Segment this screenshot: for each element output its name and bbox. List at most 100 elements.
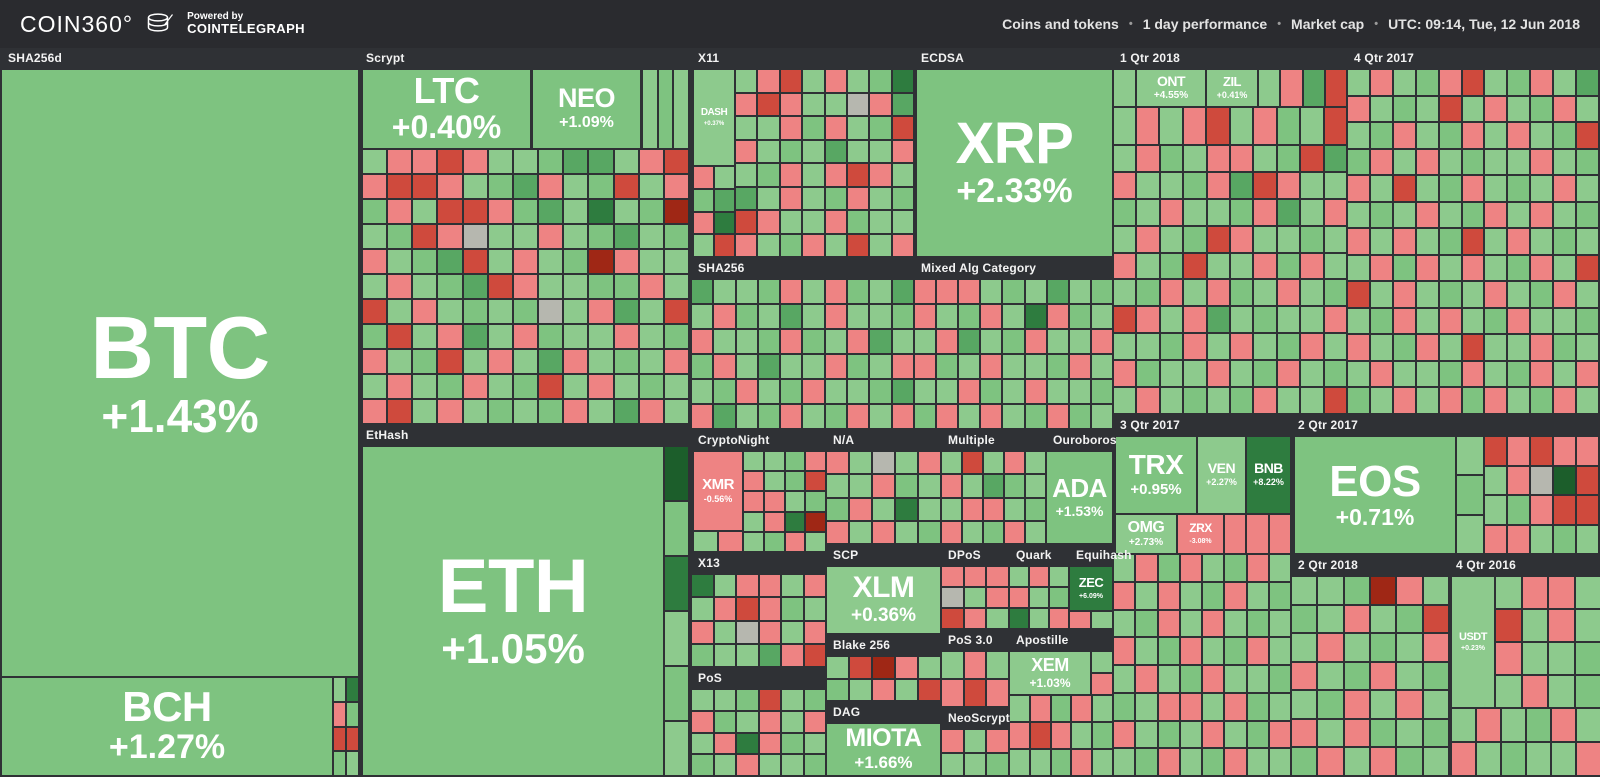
mosaic-tile[interactable] <box>1416 123 1438 148</box>
mosaic-tile[interactable] <box>1416 149 1438 175</box>
mosaic-tile[interactable] <box>759 621 780 643</box>
coin-tile-xem[interactable]: XEM +1.03% <box>1010 652 1090 694</box>
mosaic-tile[interactable] <box>1554 496 1575 524</box>
mosaic-tile[interactable] <box>1269 721 1290 748</box>
mosaic-tile[interactable] <box>614 350 638 373</box>
mosaic-tile[interactable] <box>1393 335 1415 360</box>
mosaic-tile[interactable] <box>1203 721 1224 748</box>
mosaic-tile[interactable] <box>1462 255 1484 281</box>
mosaic-tile[interactable] <box>1030 723 1050 748</box>
mosaic-tile[interactable] <box>987 680 1008 706</box>
mosaic-tile[interactable] <box>870 280 891 303</box>
mosaic-tile[interactable] <box>1114 70 1135 106</box>
mosaic-tile[interactable] <box>1344 634 1369 661</box>
mosaic-tile[interactable] <box>1577 388 1598 413</box>
mosaic-tile[interactable] <box>1522 577 1547 608</box>
mosaic-tile[interactable] <box>804 711 825 732</box>
mosaic-tile[interactable] <box>1508 282 1530 307</box>
mosaic-tile[interactable] <box>1277 226 1300 252</box>
mosaic-tile[interactable] <box>1003 305 1024 328</box>
mosaic-tile[interactable] <box>614 375 638 398</box>
mosaic-tile[interactable] <box>1318 691 1343 718</box>
mosaic-tile[interactable] <box>981 405 1002 428</box>
mosaic-tile[interactable] <box>1301 334 1323 360</box>
mosaic-tile[interactable] <box>1158 610 1179 637</box>
mosaic-tile[interactable] <box>1160 280 1183 306</box>
mosaic-tile[interactable] <box>1462 308 1484 334</box>
mosaic-tile[interactable] <box>639 300 663 323</box>
mosaic-tile[interactable] <box>1184 253 1206 279</box>
mosaic-tile[interactable] <box>438 300 462 323</box>
mosaic-tile[interactable] <box>1348 202 1369 228</box>
mosaic-tile[interactable] <box>1549 577 1574 608</box>
mosaic-tile[interactable] <box>759 690 780 710</box>
mosaic-tile[interactable] <box>643 70 657 148</box>
mosaic-tile[interactable] <box>825 380 847 403</box>
mosaic-tile[interactable] <box>1207 146 1229 171</box>
mosaic-tile[interactable] <box>825 140 846 162</box>
mosaic-tile[interactable] <box>803 380 824 403</box>
mosaic-tile[interactable] <box>1348 123 1369 148</box>
mosaic-tile[interactable] <box>614 325 638 348</box>
mosaic-tile[interactable] <box>1091 405 1112 428</box>
coin-tile-xrp[interactable]: XRP +2.33% <box>917 70 1112 256</box>
mosaic-tile[interactable] <box>1371 748 1396 775</box>
mosaic-tile[interactable] <box>764 472 784 491</box>
mosaic-tile[interactable] <box>1269 582 1290 609</box>
mosaic-tile[interactable] <box>1439 335 1461 360</box>
mosaic-tile[interactable] <box>737 733 758 754</box>
mosaic-tile[interactable] <box>539 150 563 173</box>
coin-tile-ltc[interactable]: LTC +0.40% <box>363 70 530 148</box>
mosaic-tile[interactable] <box>463 150 487 173</box>
mosaic-tile[interactable] <box>736 305 757 328</box>
mosaic-tile[interactable] <box>664 375 688 398</box>
mosaic-tile[interactable] <box>1371 634 1396 661</box>
mosaic-tile[interactable] <box>892 164 913 186</box>
mosaic-tile[interactable] <box>694 212 713 234</box>
mosaic-tile[interactable] <box>539 350 563 373</box>
mosaic-tile[interactable] <box>513 225 538 248</box>
mosaic-tile[interactable] <box>1158 555 1179 581</box>
mosaic-tile[interactable] <box>847 234 869 256</box>
mosaic-tile[interactable] <box>1397 605 1422 633</box>
mosaic-tile[interactable] <box>780 117 802 139</box>
mosaic-tile[interactable] <box>896 521 917 543</box>
mosaic-tile[interactable] <box>915 380 936 403</box>
mosaic-tile[interactable] <box>438 250 462 273</box>
mosaic-tile[interactable] <box>1439 96 1461 122</box>
mosaic-tile[interactable] <box>1207 307 1229 333</box>
mosaic-tile[interactable] <box>1203 638 1224 664</box>
mosaic-tile[interactable] <box>1457 476 1483 514</box>
mosaic-tile[interactable] <box>1230 108 1253 144</box>
mosaic-tile[interactable] <box>759 755 780 775</box>
mosaic-tile[interactable] <box>665 722 688 775</box>
mosaic-tile[interactable] <box>758 117 779 139</box>
mosaic-tile[interactable] <box>782 598 803 620</box>
mosaic-tile[interactable] <box>1577 361 1598 387</box>
mosaic-tile[interactable] <box>1554 466 1575 494</box>
mosaic-tile[interactable] <box>1277 172 1300 198</box>
mosaic-tile[interactable] <box>664 300 688 323</box>
mosaic-tile[interactable] <box>827 498 848 520</box>
coin-tile-bch[interactable]: BCH +1.27% <box>2 678 332 775</box>
mosaic-tile[interactable] <box>1549 610 1574 641</box>
mosaic-tile[interactable] <box>850 521 871 543</box>
mosaic-tile[interactable] <box>1091 305 1112 328</box>
mosaic-tile[interactable] <box>488 225 512 248</box>
mosaic-tile[interactable] <box>1393 96 1415 122</box>
mosaic-tile[interactable] <box>1348 308 1369 334</box>
mosaic-tile[interactable] <box>782 690 803 710</box>
meta-item-1-day-performance[interactable]: 1 day performance <box>1142 16 1268 32</box>
mosaic-tile[interactable] <box>737 621 758 643</box>
mosaic-tile[interactable] <box>513 200 538 223</box>
mosaic-tile[interactable] <box>744 472 763 491</box>
mosaic-tile[interactable] <box>806 512 825 531</box>
mosaic-tile[interactable] <box>1318 605 1343 633</box>
mosaic-tile[interactable] <box>896 452 917 474</box>
mosaic-tile[interactable] <box>1485 255 1507 281</box>
mosaic-tile[interactable] <box>736 355 757 378</box>
mosaic-tile[interactable] <box>388 200 412 223</box>
mosaic-tile[interactable] <box>1554 229 1576 254</box>
mosaic-tile[interactable] <box>1344 748 1369 775</box>
mosaic-tile[interactable] <box>1230 388 1253 413</box>
